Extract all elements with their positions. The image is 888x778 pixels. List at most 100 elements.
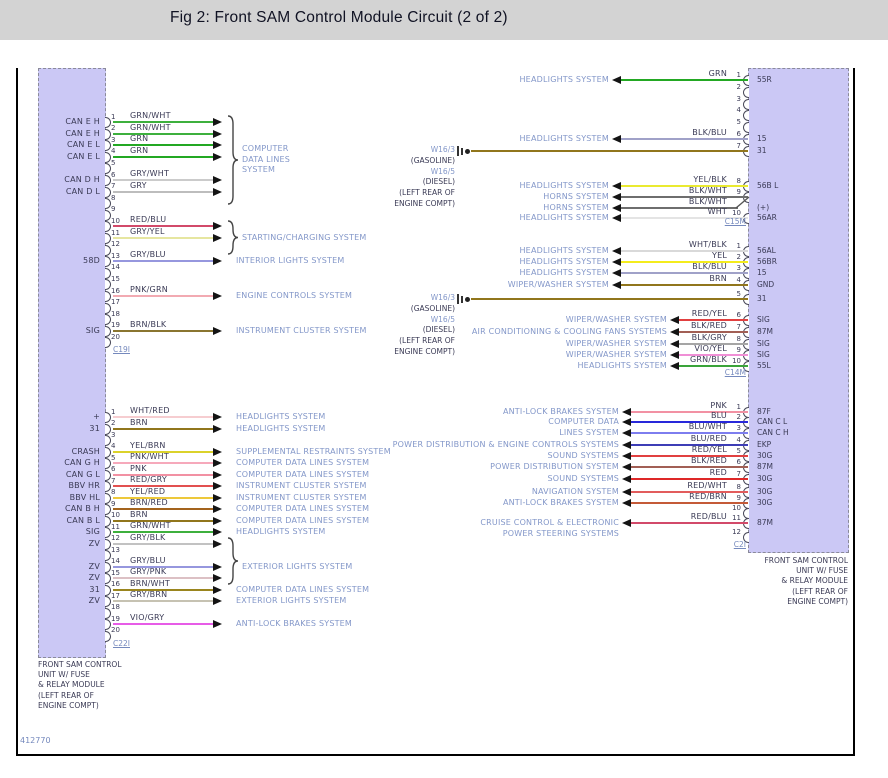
system-label: CRUISE CONTROL & ELECTRONIC — [480, 518, 619, 527]
wire-color-label: BLK/RED — [690, 321, 727, 330]
title-bar: Fig 2: Front SAM Control Module Circuit … — [0, 0, 888, 40]
wire — [621, 217, 748, 219]
module-label: & RELAY MODULE — [781, 576, 848, 586]
pin-number: 5 — [736, 117, 741, 126]
system-label: HEADLIGHTS SYSTEM — [236, 527, 326, 536]
wire — [113, 462, 213, 464]
wire — [113, 416, 213, 418]
system-label: COMPUTER DATA LINES SYSTEM — [236, 458, 370, 467]
ground-label: W16/5 — [430, 314, 455, 324]
wire — [113, 190, 213, 193]
signal-label: CAN D L — [65, 186, 100, 196]
arrowhead-icon — [213, 597, 222, 605]
terminal-label: 15 — [757, 134, 767, 143]
wire — [679, 319, 748, 321]
arrowhead-icon — [213, 141, 222, 150]
module-label: ENGINE COMPT) — [38, 700, 99, 710]
pin-number: 4 — [111, 442, 116, 450]
terminal-label: SIG — [757, 315, 770, 324]
signal-label: ZV — [88, 596, 100, 605]
pin-number: 6 — [736, 129, 741, 138]
system-label: ANTI-LOCK BRAKES SYSTEM — [236, 619, 353, 628]
terminal-label: SIG — [757, 350, 770, 359]
arrowhead-icon — [213, 222, 222, 231]
arrowhead-icon — [622, 418, 631, 426]
system-label: SYSTEM — [242, 165, 276, 175]
arrowhead-icon — [213, 187, 222, 196]
pin-number: 11 — [732, 513, 741, 522]
pin-number: 1 — [111, 407, 116, 416]
wire — [113, 577, 213, 579]
pin-number: 15 — [111, 568, 120, 577]
arrowhead-icon — [612, 247, 621, 255]
wire-color-label: GRY/WHT — [130, 169, 170, 178]
system-label: POWER DISTRIBUTION SYSTEM — [490, 462, 619, 471]
system-label: COMPUTER DATA LINES SYSTEM — [236, 504, 370, 513]
arrowhead-icon — [622, 488, 631, 496]
pin-number: 2 — [111, 419, 116, 427]
system-label: HEADLIGHTS SYSTEM — [577, 361, 667, 370]
right-sam-module-block — [748, 68, 849, 553]
wire — [113, 508, 213, 510]
wire — [113, 237, 213, 239]
terminal-label: 31 — [757, 294, 767, 303]
pin-bump — [105, 492, 111, 504]
wire — [679, 343, 748, 345]
pin-number: 12 — [732, 527, 741, 536]
arrowhead-icon — [213, 482, 222, 490]
system-label: INTERIOR LIGHTS SYSTEM — [236, 256, 345, 266]
signal-label: CAN E H — [65, 117, 100, 126]
pin-number: 4 — [736, 435, 741, 444]
signal-label: SIG — [85, 325, 100, 335]
arrowhead-icon — [612, 182, 621, 190]
system-label: HEADLIGHTS SYSTEM — [519, 213, 609, 222]
module-label: & RELAY MODULE — [38, 680, 105, 690]
pin-bump — [105, 267, 111, 279]
wire — [471, 298, 748, 300]
wire — [113, 132, 213, 135]
system-label: HEADLIGHTS SYSTEM — [519, 246, 609, 255]
wire-color-label: PNK — [130, 463, 147, 473]
pin-bump — [105, 244, 111, 256]
ground-label: (GASOLINE) — [410, 155, 455, 165]
pin-bump — [105, 469, 111, 481]
signal-label: ZV — [88, 561, 100, 571]
ground-label: (LEFT REAR OF — [399, 336, 455, 346]
wire-color-label: BRN — [709, 274, 727, 283]
arrowhead-icon — [213, 257, 222, 266]
signal-label: CAN E L — [66, 140, 100, 150]
system-label: DATA LINES — [242, 154, 291, 164]
arrowhead-icon — [622, 441, 631, 449]
pin-number: 7 — [111, 476, 116, 485]
pin-number: 4 — [111, 147, 116, 156]
wire-color-label: BRN — [130, 417, 148, 427]
pin-number: 19 — [111, 321, 120, 330]
pin-bump — [105, 325, 111, 337]
wire — [113, 519, 213, 522]
signal-label: BBV HR — [68, 481, 100, 490]
pin-number: 11 — [111, 228, 120, 237]
arrowhead-icon — [213, 326, 222, 335]
signal-label: 31 — [89, 423, 100, 433]
terminal-label: 30G — [757, 487, 773, 496]
pin-number: 8 — [736, 482, 741, 491]
arrowhead-icon — [213, 152, 222, 161]
wire-color-label: BLK/GRY — [691, 333, 727, 342]
system-label: HEADLIGHTS SYSTEM — [236, 423, 326, 433]
terminal-label: 55R — [757, 75, 772, 84]
terminal-label: SIG — [757, 339, 770, 348]
pin-number: 13 — [111, 545, 120, 554]
connector-id: C22I — [113, 639, 130, 648]
arrowhead-icon — [213, 505, 222, 513]
pin-number: 15 — [111, 274, 120, 283]
wire-color-label: PNK/WHT — [130, 452, 169, 461]
signal-label: 31 — [89, 584, 100, 594]
wire — [471, 150, 748, 152]
wire-color-label: VIO/GRY — [130, 613, 165, 622]
pin-number: 18 — [111, 603, 120, 611]
arrowhead-icon — [612, 204, 621, 212]
wire — [679, 365, 748, 367]
pin-number: 10 — [732, 503, 741, 512]
wire — [113, 542, 213, 545]
